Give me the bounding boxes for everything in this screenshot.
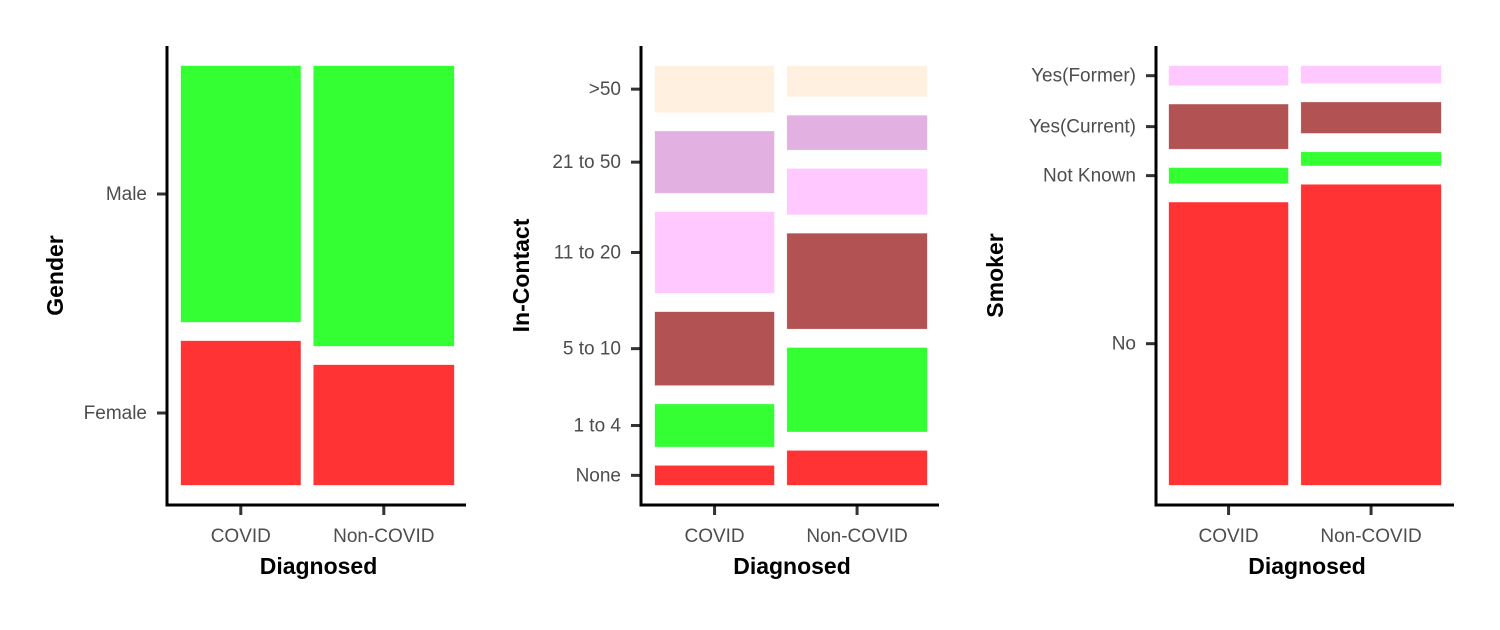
mosaic-tile-non-covid-no: [1300, 184, 1442, 486]
mosaic-tile-covid-none: [654, 465, 775, 486]
mosaic-tile-non-covid-not-known: [1300, 151, 1442, 166]
chart-panel-in-contact: COVID Non-COVID None 1 to 4 5 to 10 11 to 20 2…: [508, 46, 939, 579]
x-axis-title: Diagnosed: [260, 553, 378, 579]
mosaic-tile-non-covid-50: [786, 65, 928, 97]
chart-panel-gender: COVID Non-COVID Female Male Diagnosed Gender: [42, 46, 466, 579]
y-axis-title: Smoker: [982, 233, 1008, 317]
mosaic-tile-non-covid-none: [786, 450, 928, 486]
mosaic-tile-non-covid-11-to-20: [786, 168, 928, 215]
y-tick-label-50: >50: [589, 79, 621, 100]
mosaic-tile-non-covid-yes-current: [1300, 102, 1442, 134]
y-tick-label-not-known: Not Known: [1043, 166, 1136, 187]
mosaic-tile-covid-11-to-20: [654, 211, 775, 294]
x-tick-label-non-covid: Non-COVID: [333, 526, 434, 547]
y-tick-label-female: Female: [84, 403, 147, 424]
mosaic-tile-covid-male: [180, 65, 301, 323]
y-tick-label-yes-current: Yes(Current): [1029, 117, 1136, 138]
mosaic-tile-covid-1-to-4: [654, 404, 775, 447]
y-tick-label-1-to-4: 1 to 4: [573, 416, 621, 437]
x-tick-label-non-covid: Non-COVID: [806, 526, 907, 547]
x-tick-label-covid: COVID: [211, 526, 271, 547]
y-tick-label-5-to-10: 5 to 10: [563, 339, 621, 360]
y-tick-label-no: No: [1112, 334, 1136, 355]
mosaic-tile-covid-no: [1168, 202, 1289, 486]
y-tick-label-none: None: [576, 465, 621, 486]
mosaic-tile-covid-female: [180, 340, 301, 486]
y-tick-label-yes-former: Yes(Former): [1031, 66, 1136, 87]
y-axis-title: In-Contact: [508, 218, 534, 332]
mosaic-tile-covid-50: [654, 65, 775, 113]
x-tick-label-covid: COVID: [684, 526, 744, 547]
x-tick-label-non-covid: Non-COVID: [1320, 526, 1421, 547]
y-tick-label-male: Male: [106, 184, 147, 205]
y-tick-label-11-to-20: 11 to 20: [554, 243, 621, 264]
mosaic-tile-covid-21-to-50: [654, 131, 775, 194]
x-axis-title: Diagnosed: [733, 553, 851, 579]
mosaic-tile-non-covid-21-to-50: [786, 115, 928, 151]
mosaic-tile-covid-yes-former: [1168, 65, 1289, 86]
x-axis-title: Diagnosed: [1248, 553, 1366, 579]
chart-panel-smoker: COVID Non-COVID No Not Known Yes(Current) Yes…: [982, 46, 1454, 579]
x-tick-label-covid: COVID: [1198, 526, 1258, 547]
mosaic-tile-non-covid-yes-former: [1300, 65, 1442, 84]
mosaic-tile-covid-not-known: [1168, 167, 1289, 184]
mosaic-tile-covid-yes-current: [1168, 104, 1289, 150]
mosaic-tile-covid-5-to-10: [654, 311, 775, 386]
mosaic-tile-non-covid-female: [313, 364, 455, 486]
mosaic-tile-non-covid-1-to-4: [786, 347, 928, 432]
y-axis-title: Gender: [42, 235, 68, 316]
mosaic-tile-non-covid-male: [313, 65, 455, 347]
mosaic-tile-non-covid-5-to-10: [786, 233, 928, 330]
y-tick-label-21-to-50: 21 to 50: [552, 152, 621, 173]
